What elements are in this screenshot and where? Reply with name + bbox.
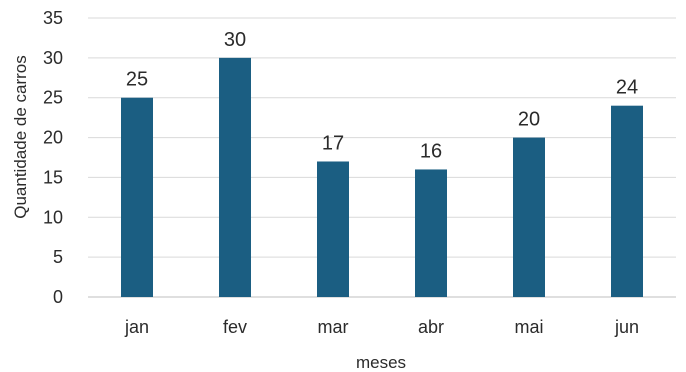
gridlines bbox=[88, 17, 676, 298]
y-tick-label: 35 bbox=[43, 8, 63, 28]
bar-mar bbox=[317, 161, 349, 297]
data-label-abr: 16 bbox=[420, 140, 442, 162]
bar-mai bbox=[513, 137, 545, 297]
y-tick-label: 15 bbox=[43, 167, 63, 187]
data-label-jun: 24 bbox=[616, 77, 638, 99]
data-labels: 25 30 17 16 20 24 bbox=[126, 29, 638, 163]
y-axis-title: Quantidade de carros bbox=[11, 55, 30, 219]
x-tick-label-jan: jan bbox=[124, 317, 149, 337]
x-tick-label-mar: mar bbox=[318, 317, 349, 337]
y-tick-label: 0 bbox=[53, 287, 63, 307]
bar-jan bbox=[121, 97, 153, 297]
bar-jun bbox=[611, 105, 643, 297]
x-tick-label-fev: fev bbox=[223, 317, 247, 337]
data-label-mar: 17 bbox=[322, 132, 344, 154]
x-tick-label-jun: jun bbox=[614, 317, 639, 337]
data-label-jan: 25 bbox=[126, 69, 148, 91]
y-tick-label: 5 bbox=[53, 247, 63, 267]
x-tick-label-abr: abr bbox=[418, 317, 444, 337]
y-tick-label: 20 bbox=[43, 128, 63, 148]
data-label-mai: 20 bbox=[518, 109, 540, 131]
x-axis-ticks: jan fev mar abr mai jun bbox=[124, 317, 639, 337]
y-tick-label: 30 bbox=[43, 48, 63, 68]
bar-fev bbox=[219, 57, 251, 297]
y-tick-label: 10 bbox=[43, 207, 63, 227]
bar-abr bbox=[415, 169, 447, 297]
x-tick-label-mai: mai bbox=[514, 317, 543, 337]
x-axis-title: meses bbox=[356, 353, 406, 372]
y-axis-ticks: 0 5 10 15 20 25 30 35 bbox=[43, 8, 63, 307]
y-tick-label: 25 bbox=[43, 88, 63, 108]
data-label-fev: 30 bbox=[224, 29, 246, 51]
bars bbox=[121, 57, 643, 297]
